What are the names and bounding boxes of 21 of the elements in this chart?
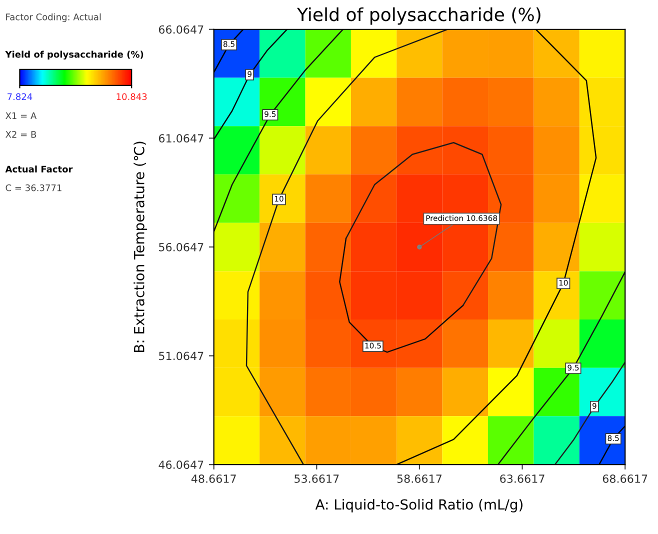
- color-bar-label: 7.824: [8, 93, 32, 100]
- color-bar-label: 10.843: [116, 93, 147, 100]
- x-tick-label: 53.6617: [294, 474, 339, 483]
- y-axis-title: B: Extraction Temperature (℃): [134, 142, 148, 352]
- y-tick-label: 56.0647: [159, 242, 204, 252]
- text: X1 = A: [6, 112, 37, 119]
- y-tick-label: 61.0647: [158, 134, 204, 143]
- chart-title: Yield of polysaccharide (%): [296, 7, 540, 25]
- color-bar-title: Yield of polysaccharide (%): [5, 50, 144, 60]
- y-tick-label: 46.0647: [158, 460, 204, 469]
- y-tick-label: 51.0647: [159, 352, 204, 360]
- x-tick-label: 48.6617: [191, 474, 236, 483]
- text: Factor Coding: Actual: [6, 13, 101, 22]
- x-axis-title: A: Liquid-to-Solid Ratio (mL/g): [315, 498, 522, 512]
- y-tick-label: 66.0647: [158, 25, 204, 34]
- text: Actual Factor: [5, 166, 73, 173]
- text: X2 = B: [6, 130, 36, 138]
- x-tick-label: 68.6617: [602, 474, 648, 483]
- x-tick-label: 63.6617: [500, 474, 544, 483]
- x-tick-label: 58.6617: [397, 474, 442, 483]
- text: C = 36.3771: [6, 184, 62, 192]
